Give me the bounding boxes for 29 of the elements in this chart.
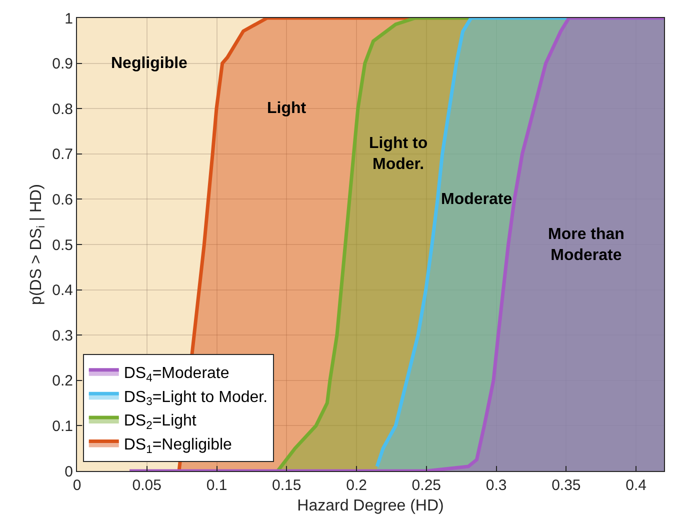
x-tick-label: 0.4	[626, 477, 646, 494]
y-tick-label: 0.4	[52, 282, 73, 300]
y-tick-label: 1	[64, 10, 73, 28]
y-tick-label: 0.9	[52, 56, 73, 73]
legend-label: DS$_{3}$=Light to Moder.	[124, 388, 268, 408]
annotation: Light	[267, 100, 307, 117]
y-tick-label: 0	[64, 463, 73, 480]
annotation: Light to Moder.	[369, 135, 428, 173]
y-tick-label: 0.5	[52, 236, 73, 254]
legend-label: DS$_{2}$=Light	[124, 412, 197, 432]
x-tick-label: 0.3	[486, 477, 507, 494]
x-tick-label: 0.35	[552, 477, 581, 494]
y-tick-label: 0.6	[52, 191, 73, 208]
x-tick-label: 0.15	[272, 477, 302, 494]
y-tick-label: 0.3	[52, 327, 73, 344]
legend-label: DS$_{1}$=Negligible	[124, 436, 232, 456]
legend-label: DS$_{4}$=Moderate	[124, 365, 230, 384]
y-tick-label: 0.7	[52, 146, 73, 164]
x-tick-label: 0.2	[346, 477, 367, 494]
annotation: Negligible	[111, 55, 188, 72]
x-tick-label: 0.05	[132, 477, 162, 494]
y-tick-label: 0.8	[52, 100, 73, 118]
y-tick-label: 0.2	[52, 372, 73, 390]
x-tick-label: 0.1	[206, 477, 228, 494]
annotation: More than Moderate	[548, 226, 624, 264]
x-tick-label: 0.25	[412, 477, 441, 494]
annotation: Moderate	[441, 191, 512, 208]
y-tick-label: 0.1	[52, 418, 73, 435]
x-axis-title: Hazard Degree (HD)	[297, 498, 444, 515]
